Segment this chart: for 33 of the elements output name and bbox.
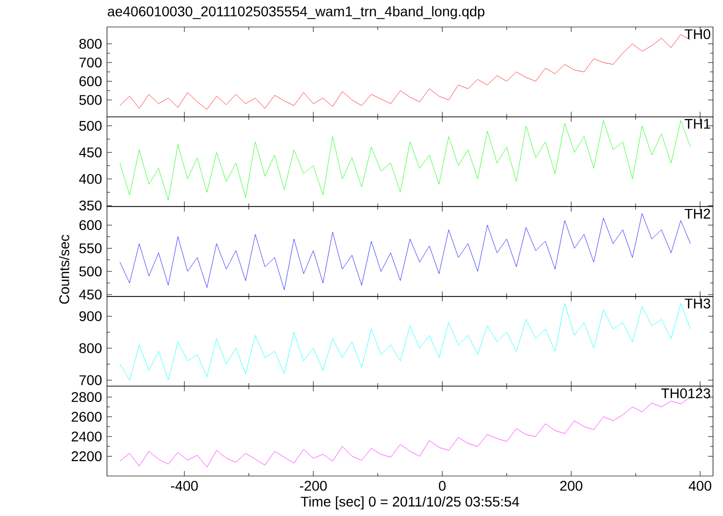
y-tick-label: 900 <box>79 311 102 322</box>
y-tick-label: 2600 <box>72 412 102 422</box>
y-tick-label: 600 <box>79 220 102 230</box>
y-tick-label: 350 <box>79 200 102 210</box>
y-tick-label: 500 <box>79 94 102 105</box>
y-tick-label: 700 <box>79 375 102 386</box>
x-tick-label: 200 <box>560 480 582 491</box>
y-tick-label: 800 <box>79 343 102 354</box>
y-tick-label: 450 <box>79 147 102 158</box>
y-tick-label: 400 <box>79 174 102 184</box>
y-axis-title: Counts/sec <box>58 234 70 304</box>
y-tick-label: 600 <box>79 76 102 86</box>
x-tick-label: -200 <box>300 480 327 491</box>
x-axis-title: Time [sec] 0 = 2011/10/25 03:55:54 <box>300 496 520 510</box>
y-tick-label: 800 <box>79 38 102 49</box>
series-label: TH0 <box>684 29 710 40</box>
x-tick-label: 0 <box>438 480 446 491</box>
series-label: TH0123 <box>661 388 710 398</box>
y-tick-label: 700 <box>79 58 102 68</box>
series-label: TH3 <box>684 298 710 309</box>
y-tick-label: 550 <box>79 243 102 254</box>
y-tick-label: 500 <box>79 120 102 131</box>
series-label: TH2 <box>684 208 710 219</box>
x-tick-label: 400 <box>688 480 712 491</box>
y-tick-label: 2200 <box>72 451 102 462</box>
y-tick-label: 450 <box>79 290 102 300</box>
y-tick-label: 2400 <box>72 432 102 442</box>
series-label: TH1 <box>684 119 710 129</box>
line-series <box>120 396 691 468</box>
x-tick-label: -400 <box>170 480 198 491</box>
chart-title: ae406010030_20111025035554_wam1_trn_4band_long.qdp <box>108 6 484 20</box>
y-tick-label: 500 <box>79 266 102 276</box>
y-tick-label: 2800 <box>72 392 102 402</box>
